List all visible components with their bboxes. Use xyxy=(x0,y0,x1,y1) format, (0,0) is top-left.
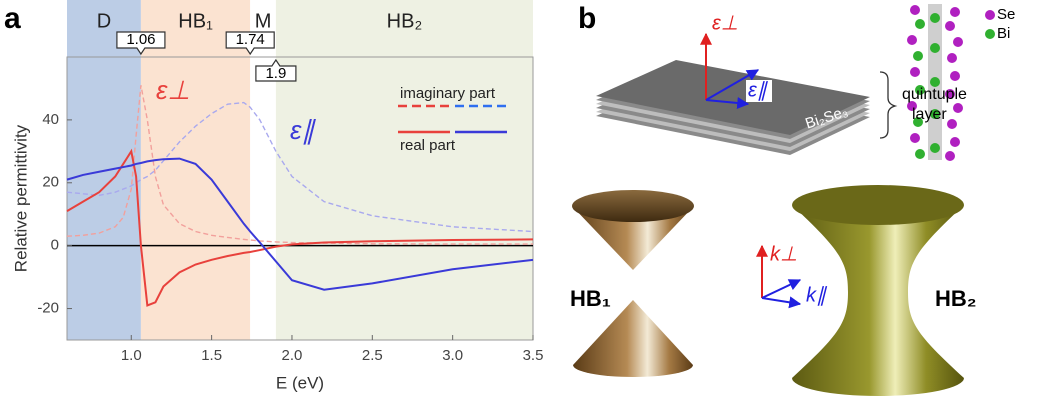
y-tick-label: 0 xyxy=(51,237,59,254)
atom-chain xyxy=(907,4,963,161)
callout-label: 1.06 xyxy=(126,31,155,48)
y-tick-label: -20 xyxy=(37,300,59,317)
bracket xyxy=(880,72,895,138)
hb1-label: HB₁ xyxy=(570,286,611,311)
x-tick-label: 3.0 xyxy=(442,347,463,364)
x-tick-label: 2.0 xyxy=(282,347,303,364)
hb2-label: HB₂ xyxy=(935,286,977,311)
y-axis-label: Relative permittivity xyxy=(11,124,30,272)
x-tick-label: 1.5 xyxy=(201,347,222,364)
region-label: HB₁ xyxy=(178,10,213,32)
region-label: HB₂ xyxy=(387,10,423,32)
x-tick-label: 2.5 xyxy=(362,347,383,364)
axis-arrow xyxy=(762,298,800,304)
panel-a: D HB₁ M HB₂ -20 0 20 40 1.0 1.5 2.0 2.5 3.0 3.5 E (eV)… xyxy=(4,0,543,392)
layer-label: quintuple xyxy=(902,86,967,103)
callout-label: 1.9 xyxy=(265,65,286,82)
series-annotation: ε⊥ xyxy=(156,75,190,105)
atom-legend-dot xyxy=(985,10,995,20)
hyperboloid-top xyxy=(792,185,964,225)
axis-arrow xyxy=(762,280,800,298)
atom-legend-label: Se xyxy=(997,6,1015,23)
panel-label: b xyxy=(578,2,596,35)
layer-label: layer xyxy=(912,106,947,123)
region xyxy=(276,0,533,340)
panel-label: a xyxy=(4,2,21,35)
x-tick-label: 1.0 xyxy=(121,347,142,364)
eps-par-label: ε∥ xyxy=(748,79,769,101)
x-axis-label: E (eV) xyxy=(276,373,324,392)
atom-legend-label: Bi xyxy=(997,25,1010,42)
region-label: D xyxy=(97,10,111,32)
k-par-label: k∥ xyxy=(806,284,828,306)
y-tick-label: 40 xyxy=(42,111,59,128)
figure: D HB₁ M HB₂ -20 0 20 40 1.0 1.5 2.0 2.5 3.0 3.5 E (eV)… xyxy=(0,0,1050,401)
legend-label: real part xyxy=(400,137,456,154)
region-label: M xyxy=(255,10,272,32)
series-annotation: ε∥ xyxy=(290,115,316,145)
callout-label: 1.74 xyxy=(236,31,265,48)
region xyxy=(250,0,276,340)
atom-legend-dot xyxy=(985,29,995,39)
panel-b: b Bi₂Se₃ ε⊥ ε∥ Se Bi quintu xyxy=(570,2,1015,396)
legend-label: imaginary part xyxy=(400,85,496,102)
y-tick-label: 20 xyxy=(42,174,59,191)
eps-perp-label: ε⊥ xyxy=(712,12,738,34)
k-perp-label: k⊥ xyxy=(770,243,797,265)
cone xyxy=(573,300,693,377)
x-tick-label: 3.5 xyxy=(523,347,544,364)
region xyxy=(141,0,250,340)
cone-top xyxy=(572,190,694,222)
